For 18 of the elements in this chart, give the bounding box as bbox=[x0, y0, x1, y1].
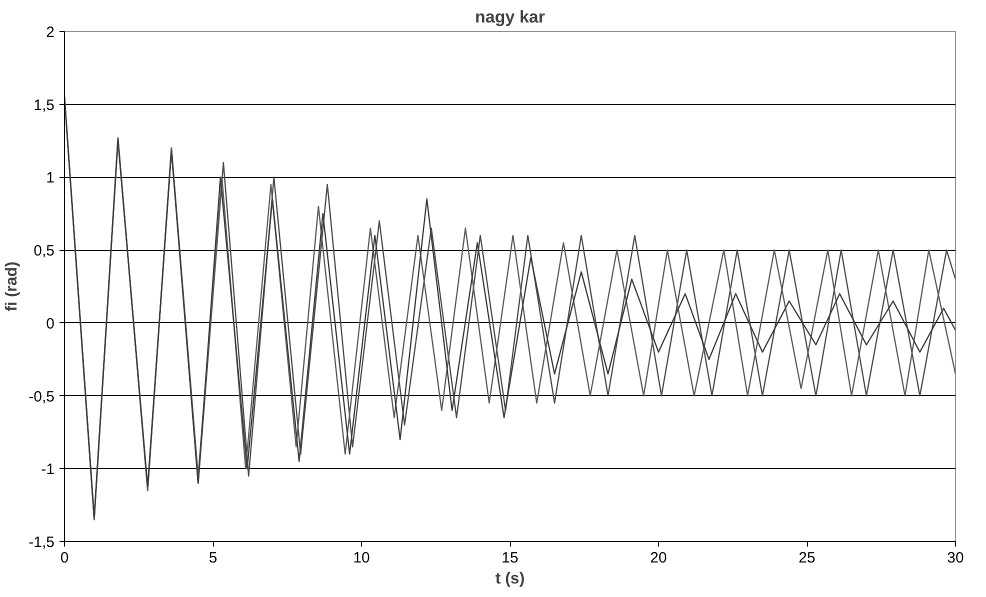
x-axis-title: t (s) bbox=[495, 570, 525, 588]
y-tick-label: 1 bbox=[46, 170, 54, 187]
x-tick-label: 20 bbox=[650, 550, 667, 566]
y-tick-label: 0 bbox=[46, 315, 54, 332]
y-tick-label: 1,5 bbox=[34, 96, 55, 114]
y-tick-label: 0,5 bbox=[34, 242, 55, 260]
y-tick-label: 2 bbox=[46, 24, 54, 41]
y-tick-label: -1,5 bbox=[28, 534, 55, 551]
x-tick-label: 5 bbox=[208, 550, 218, 566]
y-tick-label: -0,5 bbox=[28, 388, 55, 406]
x-tick-label: 0 bbox=[60, 550, 69, 566]
y-axis-title: fi (rad) bbox=[4, 262, 21, 312]
x-tick-label: 15 bbox=[502, 550, 518, 566]
chart-title: nagy kar bbox=[475, 8, 546, 26]
x-tick-label: 30 bbox=[947, 550, 964, 566]
y-tick-label: -1 bbox=[41, 461, 55, 478]
x-tick-label: 25 bbox=[798, 550, 816, 566]
x-tick-label: 10 bbox=[353, 550, 370, 566]
